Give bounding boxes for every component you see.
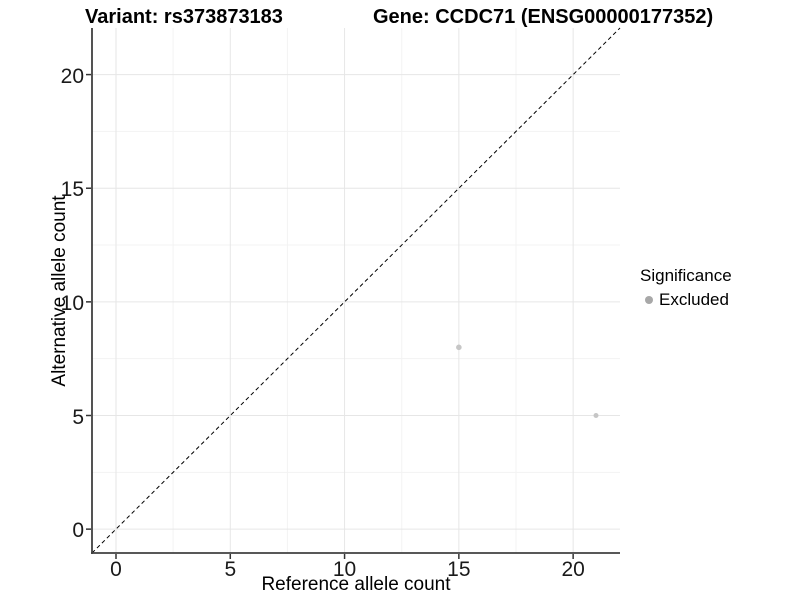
y-tick-label: 5	[72, 405, 84, 429]
y-axis-title: Alternative allele count	[49, 195, 70, 387]
plot-title-gene: Gene: CCDC71 (ENSG00000177352)	[373, 6, 714, 28]
x-tick-label: 10	[332, 558, 357, 581]
legend: Significance Excluded	[640, 266, 732, 310]
legend-item-excluded: Excluded	[640, 290, 732, 310]
legend-title: Significance	[640, 266, 732, 285]
x-axis-title: Reference allele count	[261, 574, 451, 595]
legend-item-label: Excluded	[659, 290, 729, 309]
data-point	[456, 344, 462, 351]
y-tick-label: 15	[60, 178, 84, 202]
y-tick-label: 20	[60, 64, 84, 88]
identity-line	[91, 27, 621, 554]
x-tick-label: 5	[224, 558, 237, 581]
x-tick-label: 15	[447, 558, 471, 581]
plot-title-variant: Variant: rs373873183	[85, 6, 283, 28]
x-tick-label: 20	[561, 558, 585, 581]
x-tick-label: 0	[110, 558, 122, 581]
y-tick-label: 0	[72, 519, 84, 543]
data-point	[593, 413, 599, 418]
legend-dot-icon	[645, 296, 653, 304]
y-tick-label: 10	[60, 291, 84, 315]
